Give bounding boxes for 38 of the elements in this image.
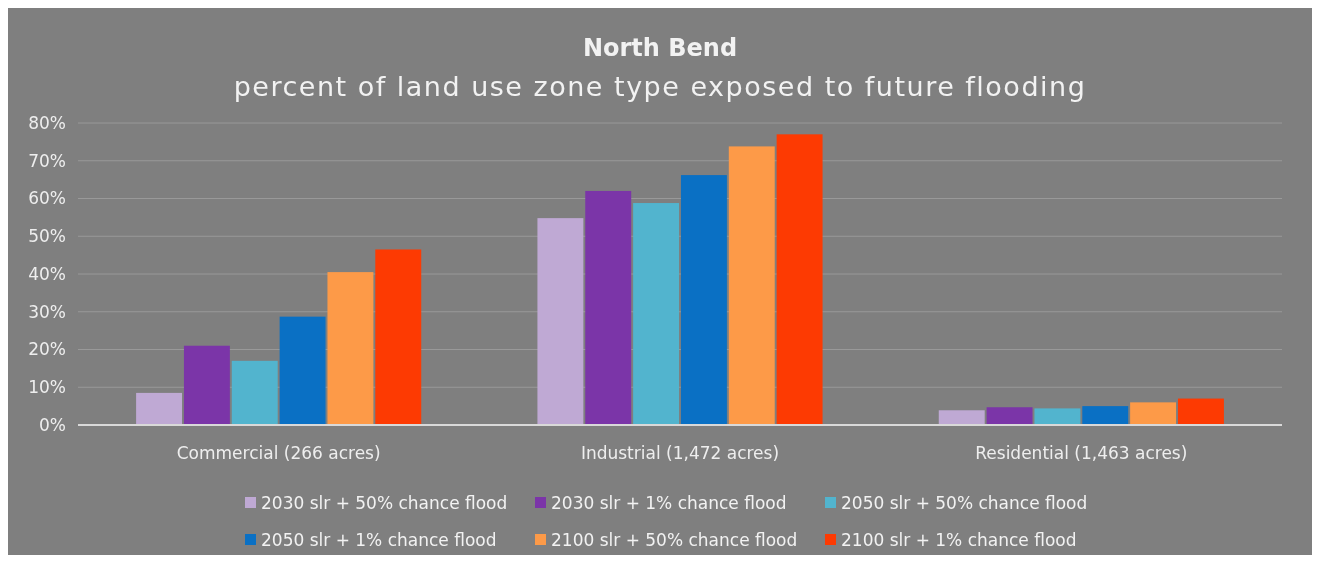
y-tick-label: 40% xyxy=(28,263,66,284)
bar xyxy=(986,407,1033,425)
y-tick-label: 30% xyxy=(28,301,66,322)
legend-label: 2030 slr + 1% chance flood xyxy=(551,492,787,513)
y-tick-label: 0% xyxy=(39,414,66,435)
bar xyxy=(585,190,632,425)
y-tick-label: 70% xyxy=(28,150,66,171)
y-tick-label: 50% xyxy=(28,226,66,247)
bar xyxy=(183,345,230,425)
legend-label: 2050 slr + 1% chance flood xyxy=(261,529,497,550)
x-tick-label: Industrial (1,472 acres) xyxy=(580,443,780,463)
bar xyxy=(1034,408,1081,425)
chart-title: North Bend xyxy=(582,34,738,62)
bar xyxy=(728,146,775,425)
bar xyxy=(136,392,183,425)
bar xyxy=(1130,402,1177,425)
bar xyxy=(1082,406,1129,425)
bar xyxy=(680,175,727,425)
y-tick-label: 20% xyxy=(28,339,66,360)
y-tick-label: 10% xyxy=(28,377,66,398)
x-tick-label: Residential (1,463 acres) xyxy=(975,443,1188,463)
bar xyxy=(633,203,680,425)
legend-label: 2030 slr + 50% chance flood xyxy=(261,492,508,513)
bar xyxy=(776,134,823,425)
legend-label: 2100 slr + 50% chance flood xyxy=(551,529,798,550)
y-tick-label: 60% xyxy=(28,188,66,209)
bar xyxy=(375,249,422,425)
x-tick-label: Commercial (266 acres) xyxy=(176,443,381,463)
bar xyxy=(537,218,584,425)
bar xyxy=(231,360,278,425)
bar xyxy=(279,316,326,425)
legend-label: 2050 slr + 50% chance flood xyxy=(841,492,1088,513)
y-tick-label: 80% xyxy=(28,112,66,133)
chart-subtitle: percent of land use zone type exposed to future flooding xyxy=(233,71,1087,102)
bar xyxy=(938,410,985,425)
bar xyxy=(327,272,374,425)
legend-label: 2100 slr + 1% chance flood xyxy=(841,529,1077,550)
bar xyxy=(1177,398,1224,425)
